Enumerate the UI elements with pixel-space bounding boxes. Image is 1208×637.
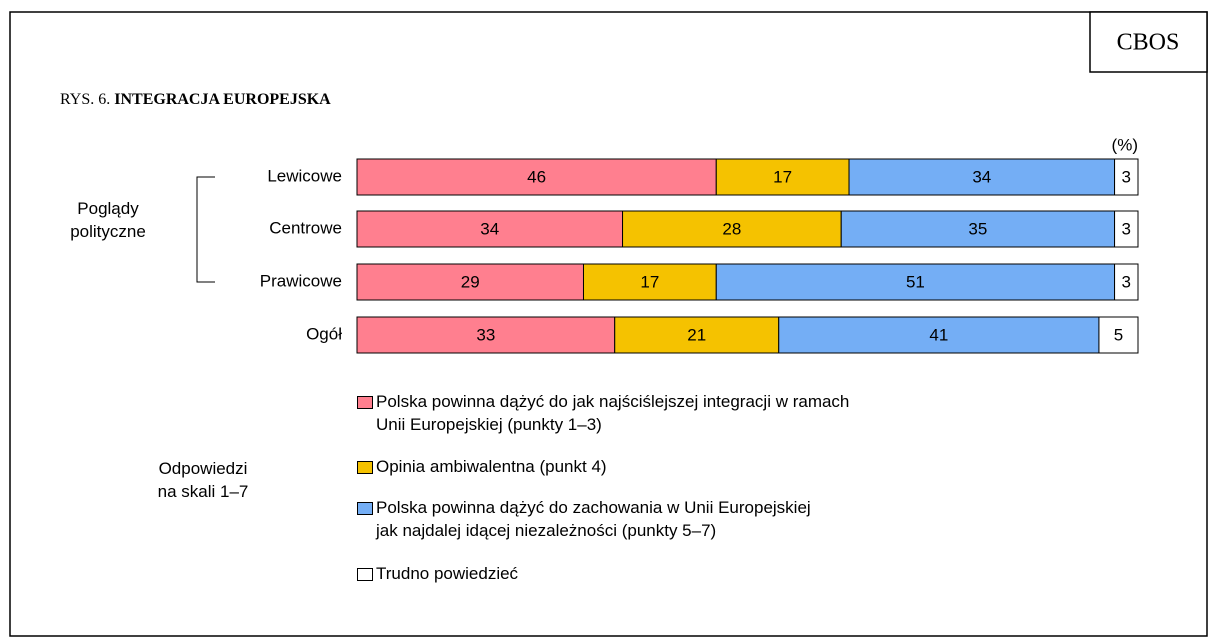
group-label: Poglądy polityczne [70, 199, 146, 241]
chart-title: INTEGRACJA EUROPEJSKA [114, 91, 331, 108]
legend-swatch [357, 461, 373, 474]
legend-entry: Opinia ambiwalentna (punkt 4) [376, 457, 607, 476]
brand: CBOS [1117, 30, 1180, 56]
value-label: 46 [527, 167, 546, 186]
value-label: 17 [640, 272, 659, 291]
bar-segment [356, 210, 624, 248]
brand-box [1089, 11, 1208, 73]
value-label: 17 [773, 167, 792, 186]
group-bracket [196, 176, 215, 283]
value-label: 3 [1122, 167, 1131, 186]
bar-segment [848, 158, 1116, 196]
value-label: 41 [929, 325, 948, 344]
value-label: 3 [1122, 272, 1131, 291]
bar-segment [715, 263, 1116, 301]
bar-segment [1114, 263, 1139, 301]
category-label: Lewicowe [267, 166, 342, 185]
bar-segment [582, 263, 717, 301]
figure-title: RYS. 6. INTEGRACJA EUROPEJSKA [60, 91, 331, 108]
bar-segment [1114, 158, 1139, 196]
bar-segment [356, 263, 584, 301]
value-label: 28 [722, 219, 741, 238]
legend-swatch [357, 396, 373, 409]
value-label: 35 [968, 219, 987, 238]
category-label: Ogół [306, 324, 342, 343]
category-label: Prawicowe [260, 271, 342, 290]
bar-segment [715, 158, 850, 196]
bar-segment [356, 158, 717, 196]
legend-swatch [357, 568, 373, 581]
bar-segment [1114, 210, 1139, 248]
value-label: 29 [461, 272, 480, 291]
bar-segment [840, 210, 1116, 248]
value-label: 51 [906, 272, 925, 291]
unit-label: (%) [1112, 135, 1138, 154]
legend-entry: Polska powinna dążyć do jak najściślejsz… [376, 392, 850, 434]
bar-segment [356, 316, 616, 354]
value-label: 33 [476, 325, 495, 344]
value-label: 34 [972, 167, 991, 186]
figure-label: RYS. 6. [60, 91, 110, 108]
legend-entry: Polska powinna dążyć do zachowania w Uni… [376, 498, 811, 540]
value-label: 34 [480, 219, 499, 238]
legend-swatch [357, 502, 373, 515]
bar-segment [1098, 316, 1139, 354]
category-label: Centrowe [269, 218, 342, 237]
frame [9, 11, 1208, 637]
value-label: 5 [1114, 325, 1123, 344]
legend-entry: Trudno powiedzieć [376, 564, 519, 583]
bar-segment [622, 210, 842, 248]
legend-title: Odpowiedzi na skali 1–7 [157, 459, 249, 501]
value-label: 21 [687, 325, 706, 344]
bar-segment [778, 316, 1100, 354]
value-label: 3 [1122, 219, 1131, 238]
